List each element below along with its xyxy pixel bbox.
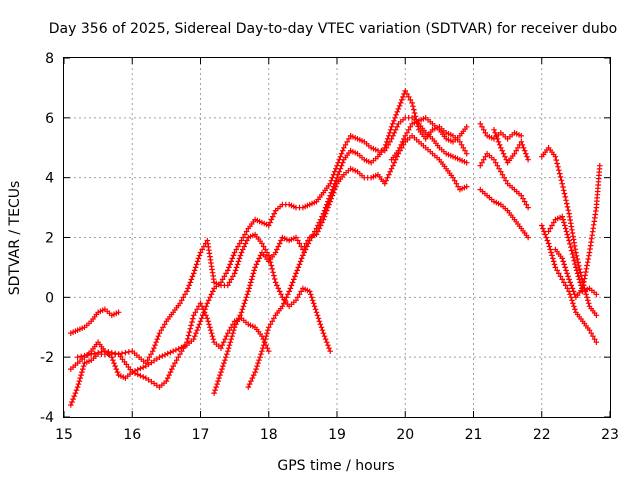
y-tick-label: 8 — [45, 51, 54, 67]
series-sat-h — [477, 121, 525, 142]
x-tick-label: 20 — [396, 427, 414, 443]
series-markers — [477, 150, 531, 211]
series-sat-g — [388, 115, 470, 163]
chart-title: Day 356 of 2025, Sidereal Day-to-day VTE… — [49, 21, 617, 37]
series-markers — [539, 222, 600, 345]
series-sat-f — [245, 88, 470, 390]
series-markers — [68, 300, 272, 390]
series-sat-i — [477, 150, 531, 211]
series-markers — [211, 133, 470, 396]
series-sat-a — [68, 306, 122, 336]
series-markers — [68, 306, 122, 336]
series-sat-e — [211, 133, 470, 396]
x-tick-label: 23 — [601, 427, 619, 443]
y-tick-label: -4 — [40, 410, 54, 426]
series-sat-d — [74, 115, 470, 375]
x-tick-label: 22 — [533, 427, 551, 443]
x-tick-label: 16 — [123, 427, 141, 443]
series-sat-o — [552, 162, 603, 301]
y-axis-label: SDTVAR / TECUs — [7, 181, 23, 296]
y-tick-label: 2 — [45, 231, 54, 247]
y-tick-label: 6 — [45, 111, 54, 127]
x-tick-label: 21 — [465, 427, 483, 443]
grid — [64, 58, 610, 417]
series-markers — [388, 115, 470, 163]
series-markers — [74, 115, 470, 375]
series-sat-k — [491, 127, 531, 166]
y-tick-label: -2 — [40, 350, 54, 366]
series-sat-b — [68, 300, 272, 390]
series-markers — [68, 231, 333, 408]
axis-ticks: 15 16 17 18 19 20 21 22 23 -4 -2 0 2 4 6 8 — [40, 51, 619, 443]
data-series — [68, 88, 603, 408]
series-markers — [491, 127, 531, 166]
series-sat-c — [68, 231, 333, 408]
series-markers — [245, 88, 470, 390]
series-sat-m — [539, 222, 600, 345]
y-tick-label: 0 — [45, 290, 54, 306]
series-markers — [477, 186, 531, 241]
x-tick-label: 15 — [55, 427, 73, 443]
series-markers — [477, 121, 525, 142]
plot-frame — [63, 57, 611, 418]
x-axis-label: GPS time / hours — [277, 458, 394, 474]
series-sat-j — [477, 186, 531, 241]
x-tick-label: 19 — [328, 427, 346, 443]
series-markers — [552, 162, 603, 301]
y-tick-label: 4 — [45, 171, 54, 187]
x-tick-label: 17 — [192, 427, 210, 443]
x-tick-label: 18 — [260, 427, 278, 443]
